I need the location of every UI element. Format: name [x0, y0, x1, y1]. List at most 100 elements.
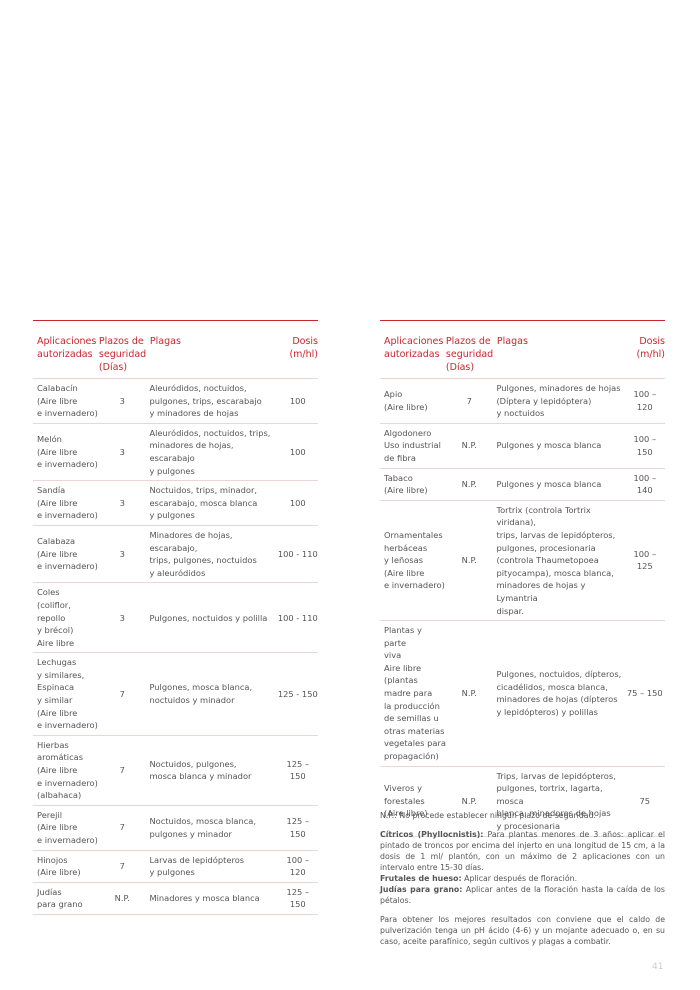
cell-line: aromáticas	[37, 752, 84, 763]
row: Tabaco (Aire libre) N.P. Pulgones y mosca b…	[380, 469, 665, 501]
cell: Minadores y mosca blanca	[145, 892, 277, 905]
cell-line: (Días)	[445, 362, 475, 373]
cell: 75 – 150	[625, 687, 665, 700]
cell: Noctuidos, trips, minador, escarabajo, mo…	[145, 484, 277, 522]
cell-line: (Aire libre)	[384, 808, 428, 819]
cell-line: Apio	[384, 389, 403, 400]
cell-line: (coliflor, repollo	[37, 599, 71, 623]
cell-line: 3	[119, 548, 125, 559]
cell: 125 – 150	[278, 886, 318, 911]
cell: N.P.	[446, 795, 492, 808]
cell-line: escarabajo, mosca blanca	[149, 497, 258, 508]
row: Judías para grano N.P. Minadores y mosca bl…	[33, 883, 318, 915]
cell-line: pulgones, procesionaria	[496, 542, 596, 553]
cell: 3	[99, 612, 145, 625]
cell-line: 3	[119, 497, 125, 508]
cell-line: 100 – 120	[633, 389, 657, 412]
cell: Hinojos (Aire libre)	[33, 854, 99, 879]
note: Para obtener los mejores resultados con …	[380, 915, 665, 946]
note-text: Para plantas menores de 3 años: aplicar …	[380, 830, 665, 872]
cell: Pulgones y mosca blanca	[492, 439, 624, 452]
cell-line: Pulgones y mosca blanca	[496, 440, 602, 451]
cell-line: Lechugas	[37, 657, 77, 668]
cell-line: Tabaco	[384, 472, 413, 483]
cell: 125 - 150	[278, 688, 318, 701]
cell: 100	[278, 395, 318, 408]
row: Perejil (Aire libre e invernadero) 7 Noctuid…	[33, 806, 318, 851]
cell: 100 – 140	[625, 472, 665, 497]
row: Apio (Aire libre) 7 Pulgones, minadores de …	[380, 379, 665, 424]
cell: 100 – 125	[625, 548, 665, 573]
cell-line: Algodonero	[384, 427, 432, 438]
cell-line: 75	[639, 795, 651, 806]
cell: Pulgones, noctuidos y polilla	[145, 612, 277, 625]
cell-line: (Aire libre	[384, 567, 425, 578]
cell-line: e invernadero)	[37, 835, 98, 845]
cell-line: 100	[289, 497, 306, 508]
cell-line: Noctuidos, mosca blanca,	[149, 816, 257, 827]
cell: 7	[99, 821, 145, 834]
cell: Aleuródidos, noctuidos, trips, minadores …	[145, 427, 277, 477]
cell: Viveros y forestales (Aire libre)	[380, 782, 446, 820]
cell-line: N.P.	[461, 688, 477, 699]
cell-line: Trips, larvas de lepidópteros,	[496, 770, 616, 781]
cell: Tabaco (Aire libre)	[380, 472, 446, 497]
cell: 100	[278, 497, 318, 510]
cell-line: (Aire libre	[37, 548, 78, 559]
cell-line: 100	[289, 395, 306, 406]
cell-line: 100 – 120	[286, 854, 310, 878]
cell-line: Hinojos	[37, 854, 68, 865]
cell: Judías para grano	[33, 886, 99, 911]
cell-line: Ornamentales	[384, 529, 443, 540]
cell: Pulgones, minadores de hojas (Díptera y l…	[492, 382, 624, 420]
cell: Plazos de seguridad (Días)	[99, 335, 146, 374]
cell-line: 7	[119, 688, 125, 699]
cell-line: 75 – 150	[626, 688, 663, 699]
row: Plantas y parte viva Aire libre (plantas mad…	[380, 621, 665, 767]
cell-line: y minadores de hojas	[149, 408, 239, 419]
cell-line: y lepidópteros) y polillas	[496, 706, 598, 717]
cell: 100 - 110	[278, 548, 318, 561]
cell-line: blanca, minadores de hojas	[496, 808, 611, 819]
cell: 125 – 150	[278, 758, 318, 783]
header-row: Aplicaciones autorizadas Plazos de segurida…	[380, 321, 665, 379]
cell: Dosis (m/hl)	[625, 335, 665, 361]
cell-line: Calabacín	[37, 383, 78, 393]
cell-line: Aire libre	[384, 662, 422, 673]
cell-line: dispar.	[496, 605, 524, 616]
cell-line: Pulgones, mosca blanca,	[149, 682, 253, 693]
cell-line: y pulgones	[149, 867, 195, 878]
cell-line: (m/hl)	[636, 349, 665, 360]
cell: Aplicaciones autorizadas	[380, 335, 446, 361]
cell-line: trips, pulgones, noctuidos	[149, 555, 257, 566]
cell: Perejil (Aire libre e invernadero)	[33, 809, 99, 847]
cell-line: e invernadero)	[37, 777, 98, 788]
notes: N.P.: No procede establecer ningún plazo…	[380, 810, 665, 955]
cell-line: Judías	[37, 886, 62, 897]
cell-line: (Aire libre	[37, 395, 78, 406]
row: Viveros y forestales (Aire libre) N.P. Trips…	[380, 767, 665, 837]
cell-line: Pulgones, noctuidos, dípteros,	[496, 669, 622, 680]
cell-line: madre para	[384, 688, 433, 699]
cell-line: Aleuródidos, noctuidos, trips,	[149, 427, 271, 438]
cell-line: 125 - 150	[277, 688, 318, 699]
cell-line: propagación)	[384, 751, 439, 762]
row: Algodonero Uso industrial de fibra N.P. Pulg…	[380, 424, 665, 469]
row: Hinojos (Aire libre) 7 Larvas de lepidópter…	[33, 851, 318, 883]
table: Aplicaciones autorizadas Plazos de segurida…	[33, 320, 318, 915]
cell-line: (Aire libre	[37, 707, 78, 718]
cell-line: 100 – 140	[633, 472, 657, 496]
cell-line: Aleuródidos, noctuidos,	[149, 383, 247, 393]
cell: Calabacín (Aire libre e invernadero)	[33, 382, 99, 420]
cell: Tortrix (controla Tortrix viridana), trip…	[492, 504, 624, 617]
cell-line: viva	[384, 650, 402, 661]
cell-line: (albahaca)	[37, 790, 82, 801]
cell-line: Plantas y parte	[384, 625, 422, 648]
cell: N.P.	[446, 478, 492, 491]
cell-line: de fibra	[384, 452, 416, 463]
cell-line: Plazos de	[98, 336, 144, 347]
cell-line: 100	[289, 446, 306, 457]
cell: 100 - 110	[278, 612, 318, 625]
cell-line: y brécol)	[37, 625, 74, 636]
cell-line: pityocampa), mosca blanca,	[496, 567, 614, 578]
